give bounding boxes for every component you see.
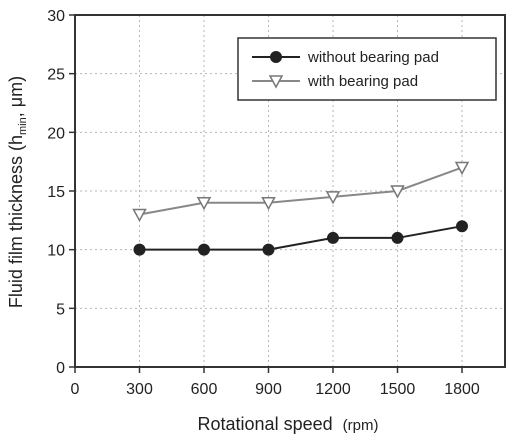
x-tick-label: 0	[71, 381, 80, 398]
data-point-without-bearing-pad	[327, 231, 339, 244]
data-point-without-bearing-pad	[133, 243, 146, 256]
data-point-with-bearing-pad	[454, 161, 470, 176]
data-point-with-bearing-pad	[390, 185, 405, 199]
legend-marker-filled-circle	[270, 51, 282, 63]
series-line-with-bearing-pad	[139, 166, 463, 216]
data-point-with-bearing-pad	[261, 196, 276, 211]
legend-marker-open-triangle	[268, 75, 284, 89]
x-tick-label: 900	[255, 381, 282, 398]
y-axis-label: Fluid film thickness (h	[6, 135, 26, 308]
series-layer	[132, 161, 470, 256]
data-point-with-bearing-pad	[325, 191, 341, 205]
legend: without bearing pad with bearing pad	[237, 37, 497, 101]
x-tick-label: 300	[126, 381, 153, 398]
y-tick-label: 10	[47, 243, 65, 260]
legend-label-without-bearing-pad: without bearing pad	[307, 49, 439, 66]
y-tick-label: 30	[47, 8, 65, 25]
data-point-with-bearing-pad	[196, 196, 212, 211]
x-tick-label: 600	[191, 381, 218, 398]
x-axis-label: Rotational speed	[198, 414, 333, 434]
y-tick-label: 20	[47, 125, 65, 142]
y-tick-label: 25	[47, 67, 65, 84]
series-line-without-bearing-pad	[139, 225, 463, 251]
data-point-without-bearing-pad	[198, 243, 210, 256]
y-tick-label: 0	[56, 360, 65, 377]
y-axis-title: Fluid film thickness (hmin, μm)	[6, 76, 29, 308]
data-point-without-bearing-pad	[391, 231, 404, 244]
y-axis-label-tail: , μm)	[6, 76, 26, 117]
y-tick-label: 5	[56, 301, 65, 318]
data-point-without-bearing-pad	[456, 220, 468, 233]
x-tick-label: 1800	[444, 381, 480, 398]
data-point-with-bearing-pad	[132, 208, 147, 223]
legend-box	[237, 37, 497, 101]
x-axis-title: Rotational speed (rpm)	[198, 414, 379, 434]
y-tick-label: 15	[47, 184, 65, 201]
x-axis-unit: (rpm)	[343, 417, 379, 434]
x-tick-label: 1500	[380, 381, 416, 398]
data-point-without-bearing-pad	[262, 243, 275, 256]
y-axis-label-subscript: min	[17, 117, 29, 135]
x-tick-label: 1200	[315, 381, 351, 398]
legend-label-with-bearing-pad: with bearing pad	[307, 73, 418, 90]
